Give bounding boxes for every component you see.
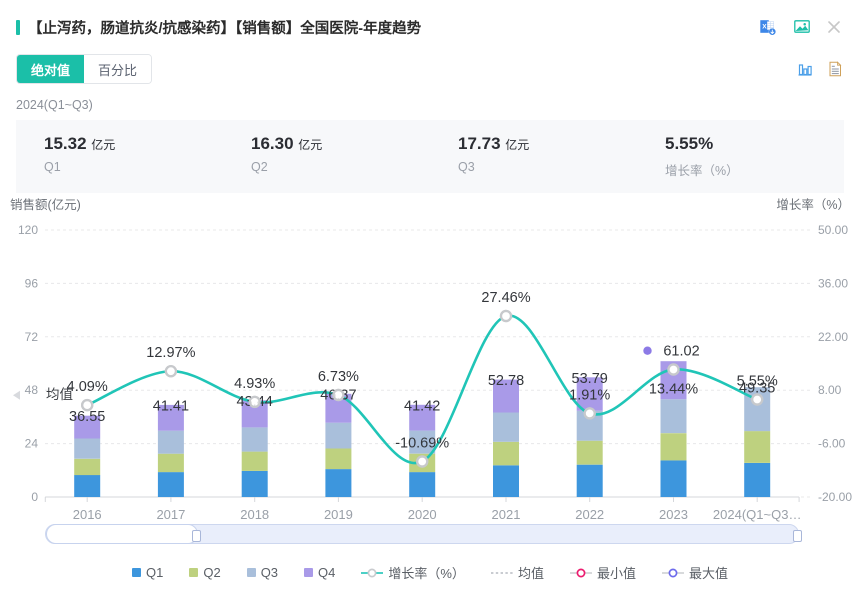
svg-text:41.41: 41.41 [153, 398, 189, 414]
svg-text:2018: 2018 [240, 507, 269, 522]
svg-text:36.55: 36.55 [69, 409, 105, 425]
svg-text:50.00: 50.00 [818, 223, 848, 237]
svg-text:销售额(亿元): 销售额(亿元) [10, 197, 81, 212]
svg-text:2019: 2019 [324, 507, 353, 522]
svg-text:6.73%: 6.73% [318, 369, 359, 385]
svg-text:2024(Q1~Q3…: 2024(Q1~Q3… [713, 507, 802, 522]
svg-text:2017: 2017 [156, 507, 185, 522]
svg-text:2023: 2023 [659, 507, 688, 522]
svg-text:2016: 2016 [73, 507, 102, 522]
svg-text:41.42: 41.42 [404, 398, 440, 414]
svg-text:8.00: 8.00 [818, 383, 842, 397]
svg-text:-10.69%: -10.69% [395, 436, 449, 452]
svg-text:2021: 2021 [492, 507, 521, 522]
svg-text:24: 24 [25, 437, 39, 451]
svg-text:12.97%: 12.97% [146, 345, 195, 361]
svg-text:61.02: 61.02 [663, 344, 699, 360]
svg-text:36.00: 36.00 [818, 276, 848, 290]
svg-text:72: 72 [25, 330, 39, 344]
svg-text:2022: 2022 [575, 507, 604, 522]
svg-text:1.91%: 1.91% [569, 387, 610, 403]
svg-text:4.09%: 4.09% [67, 379, 108, 395]
svg-text:-20.00: -20.00 [818, 490, 852, 504]
svg-text:120: 120 [18, 223, 38, 237]
svg-text:52.78: 52.78 [488, 373, 524, 389]
svg-text:96: 96 [25, 276, 39, 290]
svg-text:27.46%: 27.46% [481, 290, 530, 306]
svg-text:4.93%: 4.93% [234, 376, 275, 392]
svg-text:2020: 2020 [408, 507, 437, 522]
svg-text:13.44%: 13.44% [649, 382, 698, 398]
svg-text:-6.00: -6.00 [818, 437, 846, 451]
svg-text:48: 48 [25, 383, 39, 397]
svg-text:22.00: 22.00 [818, 330, 848, 344]
svg-text:53.79: 53.79 [572, 371, 608, 387]
svg-text:0: 0 [31, 490, 38, 504]
svg-text:增长率（%）: 增长率（%） [776, 197, 850, 212]
